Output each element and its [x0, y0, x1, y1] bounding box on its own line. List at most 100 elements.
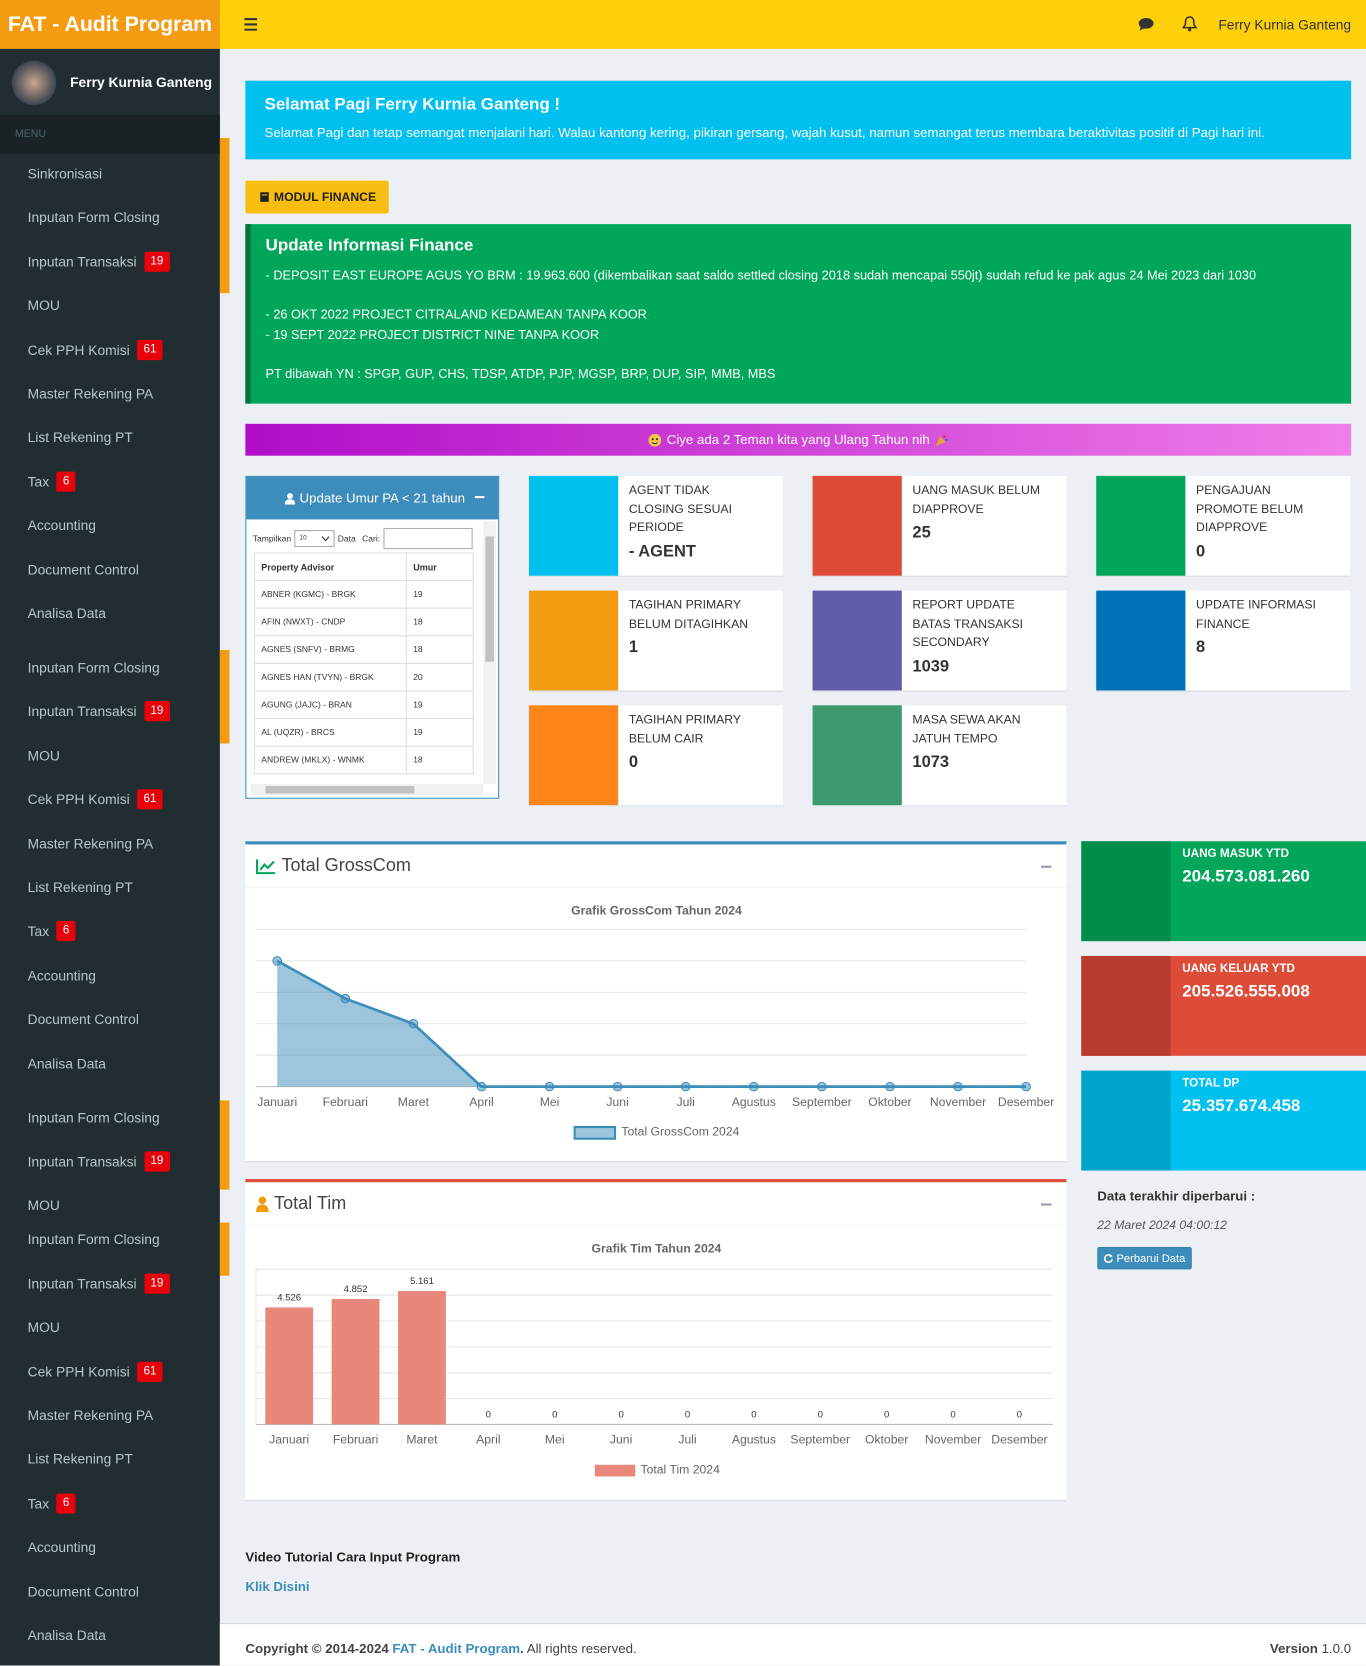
menu-item[interactable]: Inputan Form Closing	[0, 1096, 220, 1140]
menu-item[interactable]: MOU	[0, 734, 220, 778]
messages-icon[interactable]	[1138, 17, 1155, 32]
menu-item[interactable]: Inputan Form Closing	[0, 1218, 220, 1262]
column-header[interactable]: Umur	[405, 552, 474, 582]
module-button[interactable]: MODUL FINANCE	[245, 180, 389, 214]
tutorial-title: Video Tutorial Cara Input Program	[245, 1549, 461, 1565]
menu-item[interactable]: MOU	[0, 1306, 220, 1350]
collapse-button[interactable]	[474, 496, 485, 499]
info-box[interactable]: PENGAJUAN PROMOTE BELUM DIAPPROVE 0	[1096, 475, 1351, 576]
table-cell: AGNES (SNFV) - BRMG	[253, 635, 407, 664]
search-label: Cari:	[362, 533, 381, 544]
menu-item[interactable]: Inputan Transaksi 19	[0, 690, 220, 734]
x-tick-label: Juli	[678, 1433, 696, 1447]
menu-item[interactable]: MOU	[0, 1184, 220, 1228]
user-menu[interactable]: Ferry Kurnia Ganteng	[1218, 16, 1352, 33]
menu-label: Inputan Transaksi	[27, 1275, 137, 1292]
finance-line: - 19 SEPT 2022 PROJECT DISTRICT NINE TAN…	[265, 327, 600, 343]
value-label: 0	[950, 1409, 955, 1420]
menu-label: Cek PPH Komisi	[27, 791, 130, 808]
menu-item[interactable]: Cek PPH Komisi 61	[0, 1350, 220, 1394]
info-box[interactable]: TAGIHAN PRIMARY BELUM DITAGIHKAN 1	[528, 590, 783, 691]
refresh-button[interactable]: Perbarui Data	[1097, 1247, 1192, 1270]
menu-item[interactable]: Cek PPH Komisi 61	[0, 778, 220, 822]
page-size-select[interactable]: 10	[294, 530, 335, 548]
emoji	[936, 434, 948, 446]
menu-item[interactable]: Accounting	[0, 504, 220, 548]
menu-item[interactable]: Tax 6	[0, 910, 220, 954]
menu-item[interactable]: Analisa Data	[0, 1042, 220, 1086]
menu-item[interactable]: Accounting	[0, 954, 220, 998]
menu-item[interactable]: Tax 6	[0, 460, 220, 504]
menu-item[interactable]: Inputan Transaksi 19	[0, 240, 220, 284]
info-box[interactable]: REPORT UPDATE BATAS TRANSAKSI SECONDARY 1…	[812, 590, 1067, 691]
info-box-content: TAGIHAN PRIMARY BELUM DITAGIHKAN 1	[629, 597, 765, 657]
menu-item[interactable]: Cek PPH Komisi 61	[0, 328, 220, 372]
info-box-value: 8	[1196, 638, 1206, 657]
info-box[interactable]: MASA SEWA AKAN JATUH TEMPO 1073	[812, 705, 1067, 806]
line	[276, 959, 1027, 1088]
collapse-button[interactable]	[1040, 1203, 1052, 1206]
menu-item[interactable]: Document Control	[0, 1570, 220, 1614]
search-input[interactable]	[383, 527, 473, 550]
menu-item[interactable]: Tax 6	[0, 1482, 220, 1526]
menu-label: Inputan Form Closing	[27, 1109, 160, 1126]
menu-item[interactable]: Master Rekening PA	[0, 822, 220, 866]
notifications-icon[interactable]	[1182, 16, 1198, 33]
brand[interactable]: FAT - Audit Program	[0, 0, 220, 49]
legend-swatch	[594, 1464, 636, 1477]
point	[748, 1081, 759, 1092]
menu-item[interactable]: Document Control	[0, 548, 220, 592]
menu-item[interactable]: Inputan Transaksi 19	[0, 1262, 220, 1306]
menu-item[interactable]: Document Control	[0, 998, 220, 1042]
menu-label: Sinkronisasi	[27, 165, 103, 182]
menu-item[interactable]: MOU	[0, 284, 220, 328]
bar	[398, 1291, 446, 1425]
copyright: Copyright © 2014-2024	[245, 1641, 389, 1656]
version-label: Version	[1269, 1641, 1318, 1656]
info-box-label: TAGIHAN PRIMARY BELUM CAIR	[628, 713, 741, 746]
menu-item[interactable]: Sinkronisasi	[0, 152, 220, 196]
menu-label: MOU	[27, 1319, 60, 1336]
ytd-value: 204.573.081.260	[1182, 867, 1310, 886]
info-box[interactable]: AGENT TIDAK CLOSING SESUAI PERIODE - Agen…	[528, 475, 783, 576]
collapse-button[interactable]	[1040, 865, 1052, 868]
menu-item[interactable]: List Rekening PT	[0, 866, 220, 910]
x-tick-label: Mei	[545, 1433, 565, 1447]
info-box[interactable]: UANG MASUK BELUM DIAPPROVE 25	[812, 475, 1067, 576]
info-box[interactable]: UPDATE INFORMASI FINANCE 8	[1096, 590, 1351, 691]
menu-label: Inputan Form Closing	[27, 1231, 160, 1248]
menu-item[interactable]: Inputan Transaksi 19	[0, 1140, 220, 1184]
menu-item[interactable]: Inputan Form Closing	[0, 196, 220, 240]
table-cell: AGNES HAN (TVYN) - BRGK	[253, 662, 407, 692]
value-label: 0	[486, 1409, 491, 1420]
info-box-value: 1039	[912, 656, 950, 676]
menu-toggle[interactable]	[244, 18, 259, 31]
x-tick-label: November	[925, 1433, 981, 1447]
user-icon	[255, 1195, 269, 1212]
tutorial-link[interactable]: Klik Disini	[245, 1579, 310, 1595]
x-tick-label: Oktober	[868, 1095, 911, 1109]
menu-badge: 19	[144, 1151, 170, 1172]
menu-badge: 61	[137, 1361, 163, 1382]
menu-item[interactable]: List Rekening PT	[0, 1438, 220, 1482]
menu-item[interactable]: Analisa Data	[0, 592, 220, 636]
table-row: AFIN (NWXT) - CNDP 18	[253, 607, 474, 637]
box-header: Total GrossCom	[255, 855, 411, 876]
menu-item[interactable]: Master Rekening PA	[0, 1394, 220, 1438]
menu-label: Document Control	[27, 561, 139, 578]
footer-link[interactable]: FAT - Audit Program	[392, 1641, 521, 1656]
info-box-value: 0	[1196, 542, 1206, 561]
info-box[interactable]: TAGIHAN PRIMARY BELUM CAIR 0	[528, 705, 783, 806]
menu-item[interactable]: Inputan Form Closing	[0, 646, 220, 690]
finance-line: - 26 OKT 2022 PROJECT CITRALAND KEDAMEAN…	[265, 306, 647, 322]
menu-item[interactable]: Master Rekening PA	[0, 372, 220, 416]
column-header[interactable]: Property Advisor	[253, 552, 407, 582]
point	[953, 1081, 963, 1092]
menu-label: Cek PPH Komisi	[27, 341, 130, 358]
info-box-icon	[528, 475, 619, 576]
menu-item[interactable]: List Rekening PT	[0, 416, 220, 460]
menu-item[interactable]: Accounting	[0, 1526, 220, 1570]
menu-item[interactable]: Analisa Data	[0, 1613, 220, 1657]
last-update-time: 22 Maret 2024 04:00:12	[1097, 1219, 1227, 1233]
